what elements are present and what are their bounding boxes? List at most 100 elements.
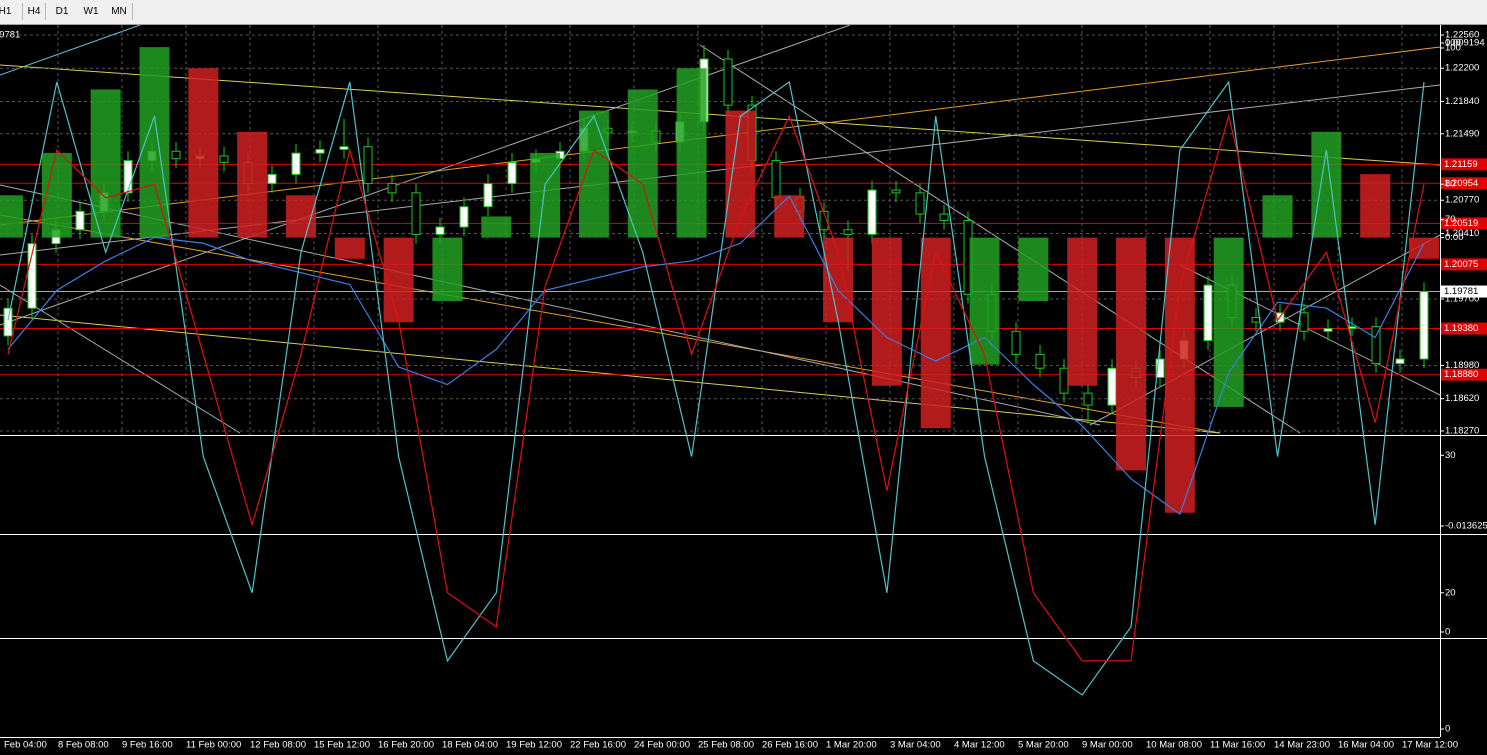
candle-body <box>1299 312 1309 332</box>
y-tick-label: 1.21840 <box>1445 96 1479 107</box>
y-tick-label: 100 <box>1445 43 1461 54</box>
y-tick-label: 1.18270 <box>1445 426 1479 437</box>
candle-body <box>1251 316 1261 323</box>
y-tick-label: 20 <box>1445 587 1456 598</box>
candle-body <box>411 192 421 235</box>
histogram-bar <box>481 216 512 238</box>
x-tick-label: 18 Feb 04:00 <box>442 740 498 751</box>
histogram-bar <box>334 237 365 259</box>
histogram-bar <box>432 237 463 302</box>
candle-body <box>267 173 277 185</box>
candle-body <box>123 160 133 194</box>
x-tick-label: 10 Mar 08:00 <box>1146 740 1202 751</box>
histogram-bar <box>1164 237 1195 513</box>
x-tick-label: 26 Feb 16:00 <box>762 740 818 751</box>
x-tick-label: 25 Feb 08:00 <box>698 740 754 751</box>
candle-body <box>219 155 229 163</box>
candle-body <box>339 146 349 150</box>
histogram-bar <box>969 237 1000 365</box>
candle-body <box>723 58 733 106</box>
histogram-bar <box>725 110 756 238</box>
histogram-bar <box>139 47 170 238</box>
y-tick-label: 1.20770 <box>1445 195 1479 206</box>
x-tick-label: 15 Feb 12:00 <box>314 740 370 751</box>
x-tick-label: 11 Mar 16:00 <box>1210 740 1265 751</box>
histogram-bar <box>530 152 561 238</box>
x-tick-label: 8 Feb 08:00 <box>58 740 109 751</box>
candle-body <box>507 161 517 185</box>
x-tick-label: 22 Feb 16:00 <box>570 740 626 751</box>
candle-body <box>1107 367 1117 406</box>
x-tick-label: 14 Mar 23:00 <box>1274 740 1330 751</box>
y-tick-label: 70 <box>1445 214 1456 225</box>
timeframe-button[interactable]: MN <box>106 3 133 20</box>
level-label: 1.19380 <box>1444 323 1478 334</box>
x-tick-label: 4 Mar 12:00 <box>954 740 1005 751</box>
last-price-label: 1.19781 <box>1444 286 1478 297</box>
y-tick-label: -0.013625 <box>1445 521 1487 532</box>
level-label-box <box>1441 177 1487 190</box>
candle-body <box>75 210 85 231</box>
y-tick-label: 80 <box>1445 179 1456 190</box>
candle-body <box>843 229 853 235</box>
candle-body <box>291 152 301 175</box>
candle-body <box>1011 330 1021 355</box>
timeframe-button[interactable]: D1 <box>55 6 69 17</box>
x-tick-label: 16 Mar 04:00 <box>1338 740 1394 751</box>
level-label: 1.21159 <box>1444 159 1478 170</box>
candle-body <box>915 192 925 215</box>
y-tick-label: 1.18980 <box>1445 360 1479 371</box>
candle-body <box>1371 326 1381 365</box>
candle-body <box>363 146 373 185</box>
histogram-bar <box>188 68 219 238</box>
timeframe-button[interactable]: H4 <box>22 3 46 20</box>
x-tick-label: 16 Feb 20:00 <box>378 740 434 751</box>
histogram-bar <box>1360 174 1391 238</box>
histogram-bar <box>1116 237 1147 471</box>
y-tick-label: 1.22560 <box>1445 30 1479 41</box>
x-tick-label: 19 Feb 12:00 <box>506 740 562 751</box>
last-price-box <box>1441 285 1487 298</box>
candle-body <box>1323 328 1333 332</box>
y-tick-label: 1.18620 <box>1445 393 1479 404</box>
candle-body <box>1203 284 1213 342</box>
timeframe-button[interactable]: H1 <box>0 6 12 17</box>
timeframe-toolbar: H1 H4 D1 W1 MN <box>0 0 1487 25</box>
level-label-box <box>1441 258 1487 271</box>
level-label: 1.18880 <box>1444 369 1478 380</box>
histogram-bar <box>871 237 902 386</box>
candle-body <box>1155 358 1165 378</box>
candle-body <box>315 148 325 154</box>
x-tick-label: 9 Mar 00:00 <box>1082 740 1133 751</box>
histogram-bar <box>1067 237 1098 386</box>
histogram-bar <box>578 110 609 238</box>
x-tick-label: 12 Feb 08:00 <box>250 740 306 751</box>
histogram-bar <box>41 152 72 238</box>
candle-body <box>891 189 901 194</box>
level-label: 1.20954 <box>1444 178 1478 189</box>
chart-area: 1.19781 1.22560 1.22200 1.21840 1.21490 1.20… <box>0 25 1487 751</box>
candle-body <box>387 183 397 194</box>
y-tick-label: 0 <box>1445 627 1450 638</box>
y-tick-label: 1.19700 <box>1445 294 1479 305</box>
candle-body <box>867 189 877 235</box>
y-tick-label: 0 <box>1445 724 1450 735</box>
timeframe-button[interactable]: W1 <box>83 6 99 17</box>
histogram-bar <box>0 195 23 238</box>
y-tick-label: 0.009194 <box>1445 38 1485 49</box>
y-tick-label: 1.20410 <box>1445 228 1479 239</box>
candle-body <box>459 206 469 228</box>
candle-body <box>1059 367 1069 394</box>
histogram-bar <box>90 89 121 238</box>
candle-body <box>483 183 493 208</box>
corner-price: 1.19781 <box>0 30 20 41</box>
level-label-box <box>1441 368 1487 381</box>
candle-body <box>435 226 445 235</box>
histogram-bar <box>676 68 707 238</box>
histogram-bar <box>1311 131 1342 238</box>
y-tick-label: 30 <box>1445 450 1456 461</box>
candle-body <box>171 150 181 160</box>
indicator-line <box>7 195 1425 516</box>
x-tick-label: 3 Mar 04:00 <box>890 740 941 751</box>
